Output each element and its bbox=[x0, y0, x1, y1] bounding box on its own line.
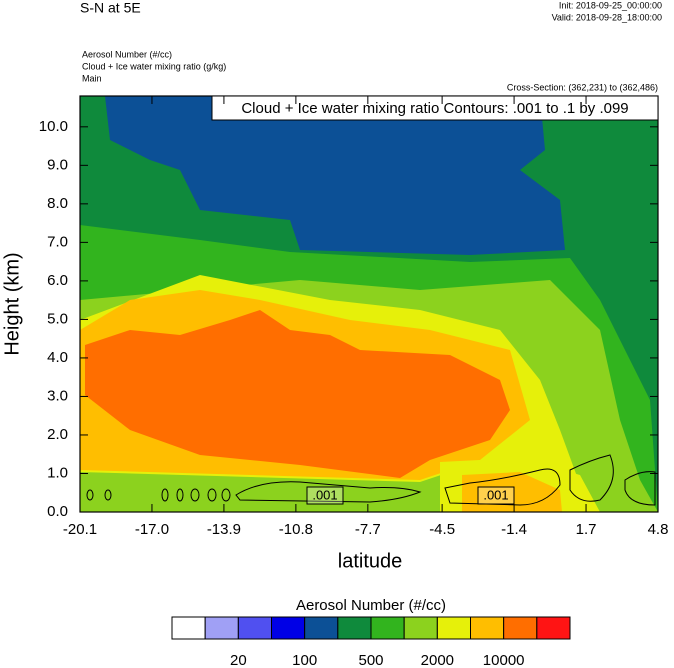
colorbar-box bbox=[503, 616, 538, 640]
x-tick-label: -20.1 bbox=[63, 521, 97, 538]
filled-contours bbox=[80, 96, 658, 512]
x-axis-label: latitude bbox=[338, 550, 403, 572]
colorbar-box bbox=[337, 616, 372, 640]
x-tick-label: -1.4 bbox=[501, 521, 527, 538]
cross-section: Cross-Section: (362,231) to (362,486) bbox=[507, 82, 658, 92]
y-tick-label: 7.0 bbox=[47, 233, 68, 250]
colorbar-title: Aerosol Number (#/cc) bbox=[296, 597, 446, 614]
y-tick-label: 5.0 bbox=[47, 310, 68, 327]
y-tick-label: 10.0 bbox=[39, 118, 68, 135]
y-tick-label: 1.0 bbox=[47, 464, 68, 481]
valid-time: Valid: 2018-09-28_18:00:00 bbox=[552, 12, 662, 22]
contour-fill bbox=[85, 310, 510, 478]
x-tick-label: -10.8 bbox=[279, 521, 313, 538]
colorbar-box bbox=[470, 616, 505, 640]
colorbar-label: 20 bbox=[230, 652, 247, 668]
contour-fill bbox=[105, 96, 565, 255]
y-tick-label: 4.0 bbox=[47, 349, 68, 366]
colorbar-box bbox=[171, 616, 206, 640]
contour-title-box bbox=[211, 95, 659, 121]
colorbar-label: 500 bbox=[358, 652, 383, 668]
colorbar-label: 2000 bbox=[421, 652, 454, 668]
x-tick-label: -17.0 bbox=[135, 521, 169, 538]
colorbar-box bbox=[271, 616, 306, 640]
field-label: Aerosol Number (#/cc) bbox=[82, 49, 172, 59]
y-tick-label: 6.0 bbox=[47, 272, 68, 289]
colorbar-box bbox=[370, 616, 405, 640]
x-tick-label: -4.5 bbox=[429, 521, 455, 538]
page-title: S-N at 5E bbox=[80, 0, 141, 16]
colorbar-box bbox=[304, 616, 339, 640]
y-tick-label: 8.0 bbox=[47, 195, 68, 212]
x-tick-label: -7.7 bbox=[355, 521, 381, 538]
contour-label: .001 bbox=[483, 487, 508, 502]
x-tick-label: -13.9 bbox=[207, 521, 241, 538]
colorbar-label: 100 bbox=[292, 652, 317, 668]
contour-label-box bbox=[306, 486, 344, 505]
x-tick-label: 4.8 bbox=[648, 521, 669, 538]
init-time: Init: 2018-09-25_00:00:00 bbox=[559, 0, 662, 10]
colorbar-box bbox=[436, 616, 472, 640]
y-axis-label: Height (km) bbox=[1, 252, 23, 355]
colorbar-label: 10000 bbox=[483, 652, 525, 668]
y-tick-label: 0.0 bbox=[47, 503, 68, 520]
colorbar-box bbox=[403, 616, 438, 640]
y-tick-label: 3.0 bbox=[47, 387, 68, 404]
field-label: Cloud + Ice water mixing ratio (g/kg) bbox=[82, 61, 226, 71]
contour-lines bbox=[86, 454, 656, 506]
field-label: Main bbox=[82, 73, 102, 83]
colorbar-box bbox=[536, 616, 571, 640]
contour-label-box bbox=[477, 486, 515, 505]
colorbar-box bbox=[237, 616, 272, 640]
y-tick-label: 9.0 bbox=[47, 156, 68, 173]
colorbar-box bbox=[204, 616, 239, 640]
contour-label: .001 bbox=[312, 487, 337, 502]
y-tick-label: 2.0 bbox=[47, 426, 68, 443]
x-tick-label: 1.7 bbox=[576, 521, 597, 538]
contour-title: Cloud + Ice water mixing ratio Contours:… bbox=[241, 100, 628, 117]
